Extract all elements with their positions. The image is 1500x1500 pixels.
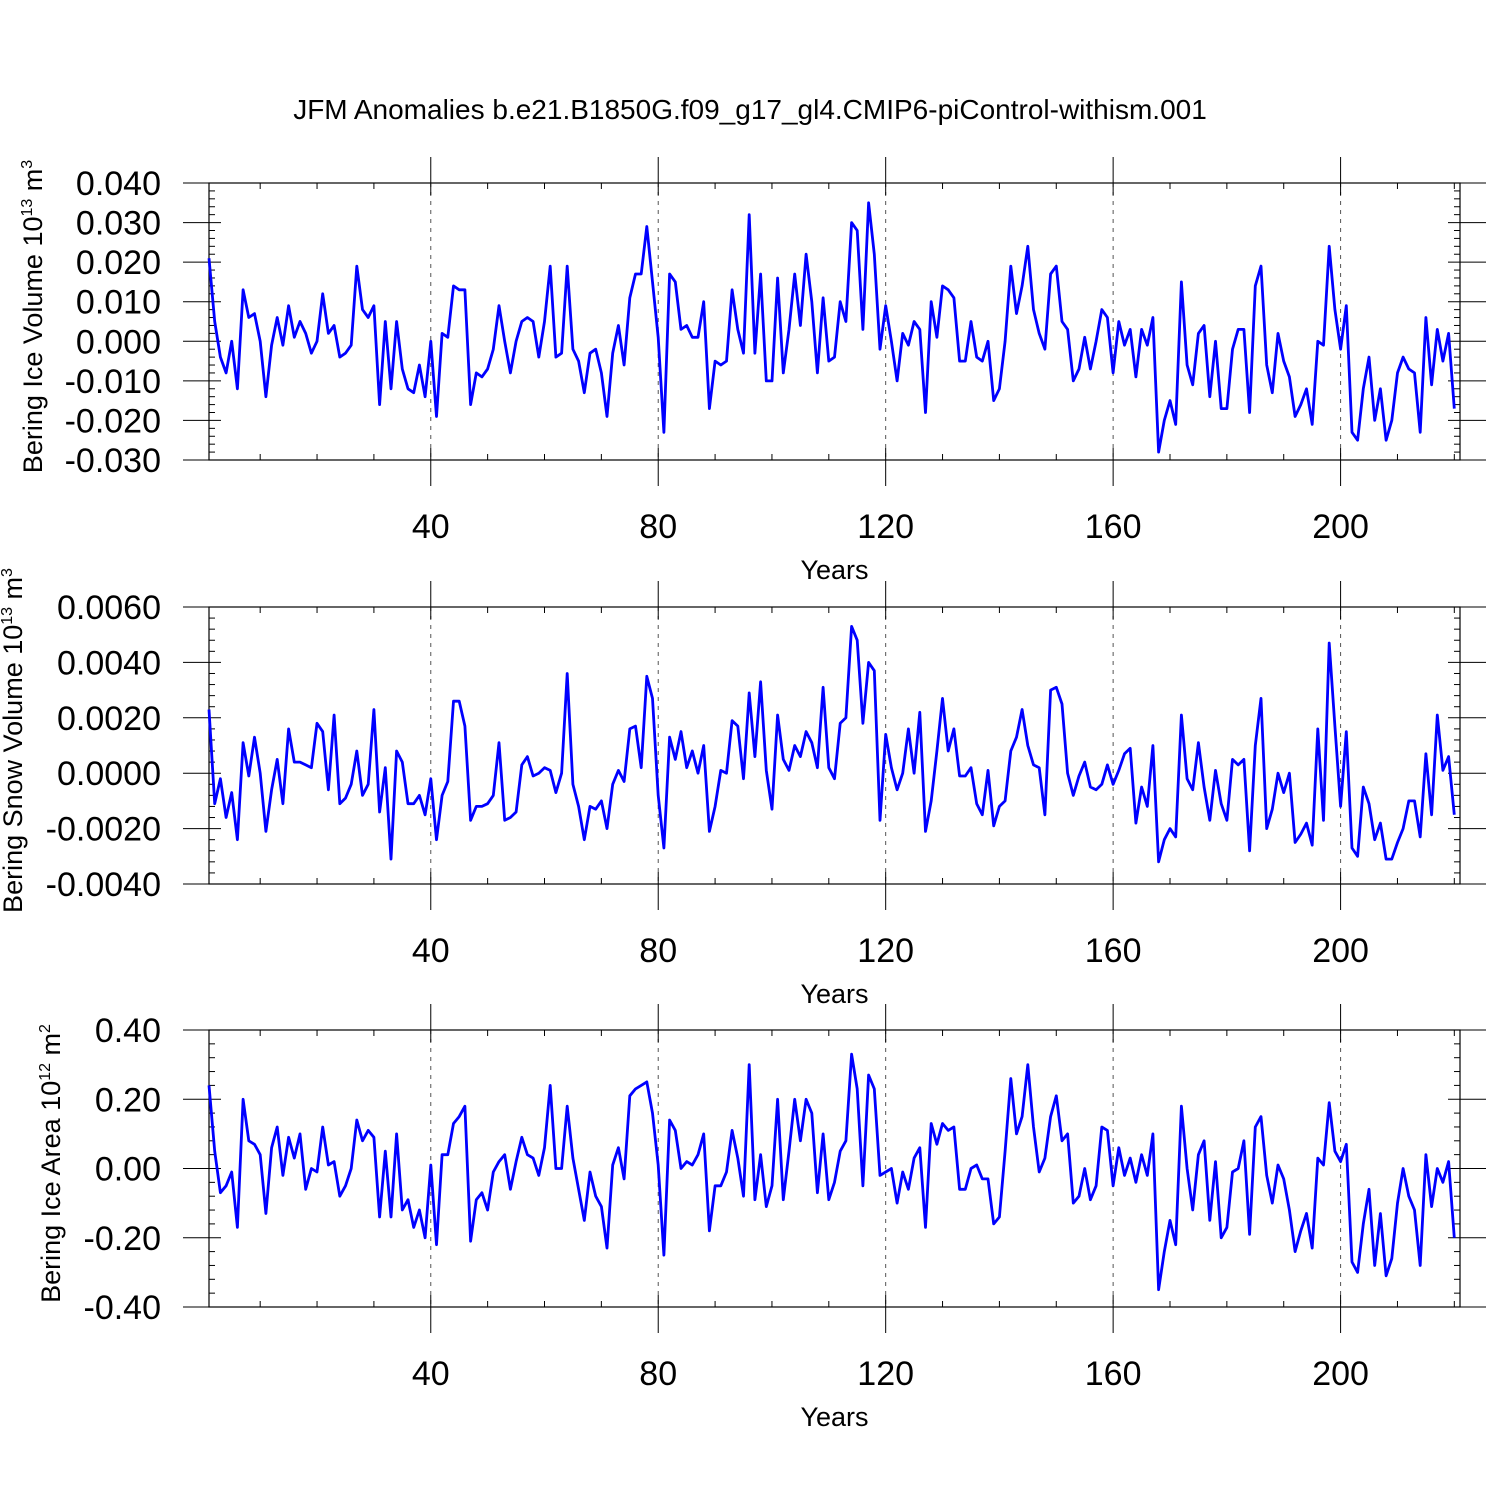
- x-tick-label: 160: [1085, 932, 1142, 970]
- x-tick-label: 120: [857, 508, 914, 546]
- y-axis-label: Bering Ice Area 1012 m2: [36, 1024, 66, 1303]
- x-axis-label: Years: [800, 1402, 868, 1432]
- y-tick-label: 0.000: [76, 323, 161, 361]
- data-line-series: [207, 1052, 1456, 1292]
- y-label-unit: m: [18, 169, 48, 199]
- x-tick-label: 40: [412, 932, 450, 970]
- x-tick-label: 120: [857, 1355, 914, 1393]
- panel-ice-area: -0.40 -0.20 0.00 0.20 0.40 40 80 120 160 200 Years…: [36, 1004, 1486, 1432]
- y-tick-label: -0.010: [65, 363, 161, 401]
- panel-ice-volume: -0.030-0.020-0.0100.0000.0100.0200.0300.…: [18, 157, 1486, 585]
- y-tick-label: 0.0060: [57, 589, 161, 627]
- y-tick-label: 0.030: [76, 205, 161, 243]
- y-label-exponent: 13: [19, 199, 36, 217]
- y-label-text: Bering Ice Volume 10: [18, 217, 48, 474]
- data-line-series: [207, 625, 1456, 864]
- y-axis-label: Bering Ice Volume 1013 m3: [18, 160, 48, 473]
- plot-frame: [208, 606, 1461, 885]
- y-tick-label: 0.00: [95, 1151, 161, 1189]
- plot-frame: [208, 1029, 1461, 1308]
- y-tick-label: 0.0040: [57, 644, 161, 682]
- y-tick-label: 0.010: [76, 284, 161, 322]
- x-tick-label: 160: [1085, 508, 1142, 546]
- y-tick-label: -0.020: [65, 402, 161, 440]
- y-tick-label: -0.0020: [46, 811, 161, 849]
- x-axis-label: Years: [800, 979, 868, 1009]
- y-tick-label: 0.040: [76, 165, 161, 203]
- x-tick-label: 80: [639, 932, 677, 970]
- x-tick-label: 80: [639, 508, 677, 546]
- y-tick-label: -0.030: [65, 442, 161, 480]
- y-tick-label: 0.0020: [57, 700, 161, 738]
- y-label-text: Bering Snow Volume 10: [0, 625, 28, 913]
- y-tick-label: -0.40: [84, 1289, 162, 1327]
- data-line-series: [207, 201, 1456, 454]
- y-tick-label: 0.020: [76, 244, 161, 282]
- y-tick-label: 0.0000: [57, 755, 161, 793]
- y-tick-label: 0.20: [95, 1081, 161, 1119]
- y-label-text: Bering Ice Area 10: [36, 1081, 66, 1303]
- y-label-unit-exponent: 2: [37, 1024, 54, 1033]
- y-tick-label: -0.20: [84, 1220, 162, 1258]
- y-tick-label: 0.40: [95, 1012, 161, 1050]
- x-tick-label: 200: [1312, 1355, 1369, 1393]
- panel-snow-volume: -0.0040 -0.0020 0.0000 0.0020 0.0040 0.0060 40…: [0, 568, 1486, 1009]
- y-axis-label: Bering Snow Volume 1013 m3: [0, 568, 28, 913]
- x-tick-label: 200: [1312, 508, 1369, 546]
- y-label-unit-exponent: 3: [19, 160, 36, 169]
- y-label-exponent: 12: [37, 1063, 54, 1081]
- figure-title: JFM Anomalies b.e21.B1850G.f09_g17_gl4.C…: [293, 94, 1207, 125]
- y-label-unit-exponent: 3: [0, 568, 16, 577]
- x-tick-label: 200: [1312, 932, 1369, 970]
- x-tick-label: 40: [412, 508, 450, 546]
- y-label-unit: m: [36, 1033, 66, 1063]
- y-label-exponent: 13: [0, 607, 16, 625]
- y-tick-label: -0.0040: [46, 866, 161, 904]
- y-label-unit: m: [0, 577, 28, 607]
- x-tick-label: 40: [412, 1355, 450, 1393]
- x-tick-label: 120: [857, 932, 914, 970]
- x-tick-label: 160: [1085, 1355, 1142, 1393]
- x-tick-label: 80: [639, 1355, 677, 1393]
- x-axis-label: Years: [800, 555, 868, 585]
- plot-frame: [208, 182, 1461, 461]
